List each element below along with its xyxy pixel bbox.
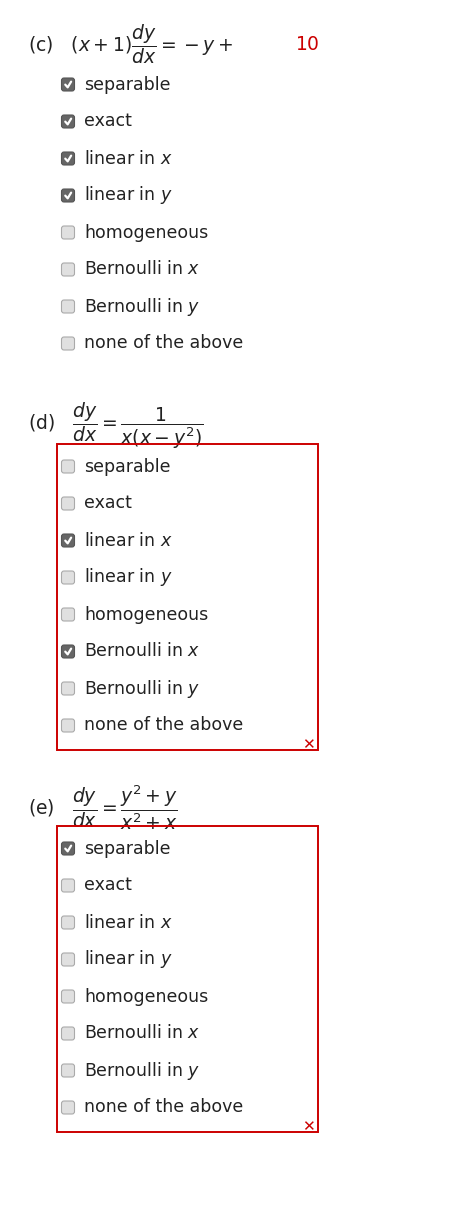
Text: (d)   $\dfrac{dy}{dx} = \dfrac{1}{x(x - y^2)}$: (d) $\dfrac{dy}{dx} = \dfrac{1}{x(x - y^… [28, 401, 203, 452]
FancyBboxPatch shape [62, 1027, 74, 1040]
Text: Bernoulli in $x$: Bernoulli in $x$ [84, 1025, 200, 1043]
FancyBboxPatch shape [62, 609, 74, 621]
Text: homogeneous: homogeneous [84, 605, 208, 623]
Text: ✕: ✕ [301, 1119, 314, 1134]
FancyBboxPatch shape [62, 1101, 74, 1114]
Text: Bernoulli in $y$: Bernoulli in $y$ [84, 1059, 200, 1081]
FancyBboxPatch shape [62, 645, 74, 658]
FancyBboxPatch shape [62, 534, 74, 547]
FancyBboxPatch shape [62, 299, 74, 313]
FancyBboxPatch shape [62, 189, 74, 202]
FancyBboxPatch shape [62, 953, 74, 966]
Text: none of the above: none of the above [84, 335, 243, 352]
FancyBboxPatch shape [62, 1064, 74, 1077]
FancyBboxPatch shape [62, 571, 74, 584]
Text: linear in $y$: linear in $y$ [84, 567, 173, 589]
FancyBboxPatch shape [62, 879, 74, 892]
FancyBboxPatch shape [62, 263, 74, 276]
Text: separable: separable [84, 458, 171, 476]
FancyBboxPatch shape [62, 79, 74, 91]
Text: Bernoulli in $x$: Bernoulli in $x$ [84, 260, 200, 279]
FancyBboxPatch shape [62, 460, 74, 472]
Text: none of the above: none of the above [84, 717, 243, 735]
FancyBboxPatch shape [62, 842, 74, 855]
FancyBboxPatch shape [62, 497, 74, 510]
Text: linear in $y$: linear in $y$ [84, 948, 173, 971]
Text: (c)   $(x + 1)\dfrac{dy}{dx} = -y + $: (c) $(x + 1)\dfrac{dy}{dx} = -y + $ [28, 22, 233, 66]
FancyBboxPatch shape [62, 152, 74, 164]
FancyBboxPatch shape [62, 990, 74, 1002]
Text: linear in $x$: linear in $x$ [84, 531, 173, 550]
Text: Bernoulli in $x$: Bernoulli in $x$ [84, 643, 200, 660]
Text: $10$: $10$ [295, 34, 319, 54]
Text: separable: separable [84, 839, 171, 858]
FancyBboxPatch shape [62, 337, 74, 350]
FancyBboxPatch shape [62, 719, 74, 733]
FancyBboxPatch shape [62, 115, 74, 128]
FancyBboxPatch shape [62, 917, 74, 929]
Text: ✕: ✕ [301, 737, 314, 752]
Text: exact: exact [84, 494, 132, 513]
Bar [57, 444, 318, 750]
Text: linear in $x$: linear in $x$ [84, 150, 173, 168]
Text: linear in $y$: linear in $y$ [84, 184, 173, 206]
Text: homogeneous: homogeneous [84, 223, 208, 242]
FancyBboxPatch shape [62, 682, 74, 694]
Text: Bernoulli in $y$: Bernoulli in $y$ [84, 296, 200, 318]
Text: (e)   $\dfrac{dy}{dx} = \dfrac{y^2 + y}{x^2 + x}$: (e) $\dfrac{dy}{dx} = \dfrac{y^2 + y}{x^… [28, 784, 178, 832]
Text: separable: separable [84, 76, 171, 93]
FancyBboxPatch shape [62, 226, 74, 239]
Text: exact: exact [84, 876, 132, 894]
Text: none of the above: none of the above [84, 1098, 243, 1117]
Text: Bernoulli in $y$: Bernoulli in $y$ [84, 677, 200, 699]
Text: exact: exact [84, 113, 132, 130]
Bar [57, 826, 318, 1133]
Text: homogeneous: homogeneous [84, 988, 208, 1005]
Text: linear in $x$: linear in $x$ [84, 913, 173, 931]
